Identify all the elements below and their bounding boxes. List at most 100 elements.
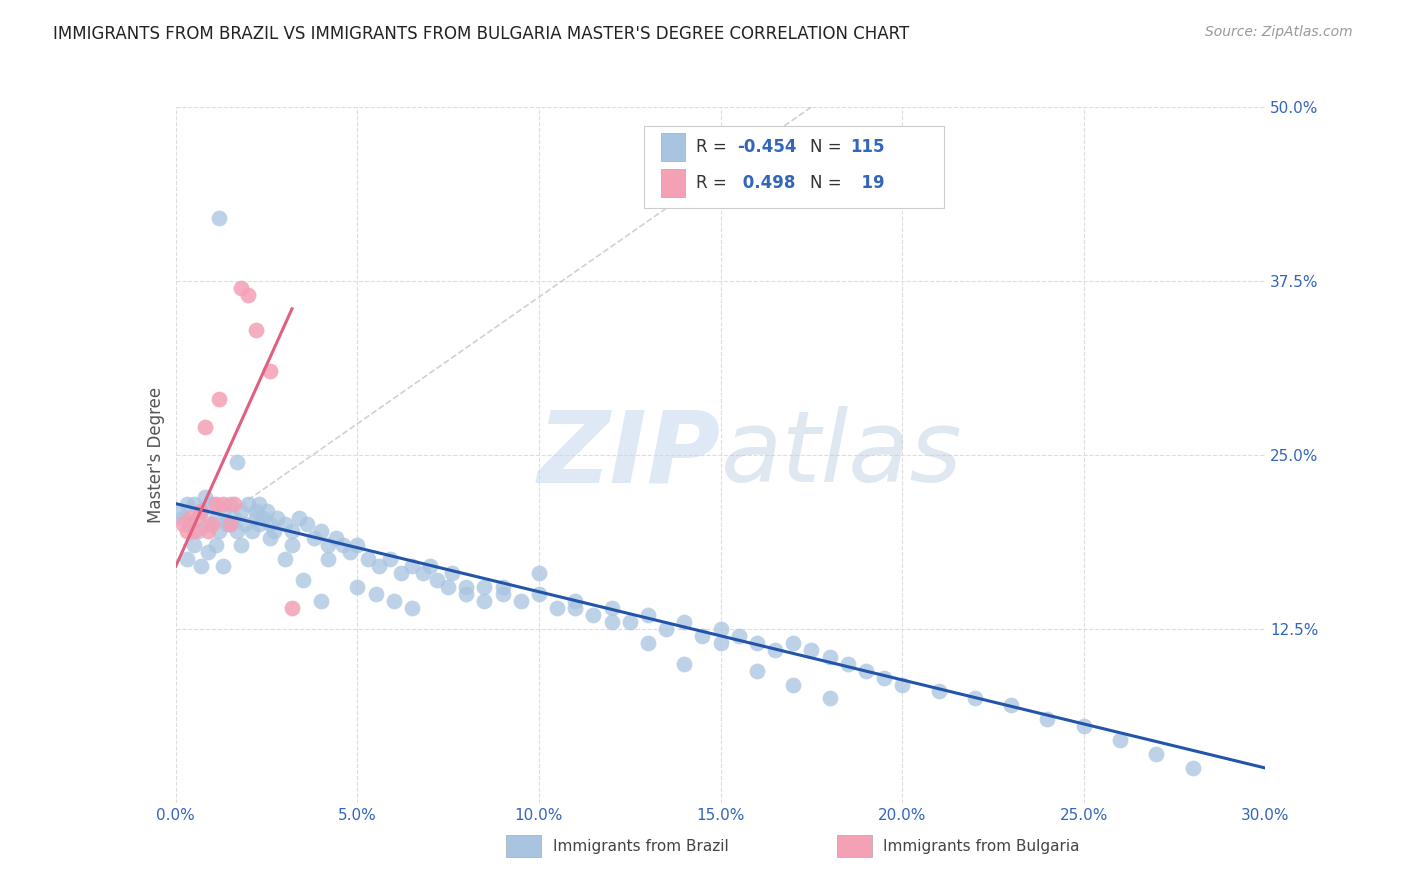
Point xyxy=(259,517,281,532)
Point xyxy=(208,211,231,226)
Point xyxy=(692,629,714,643)
Point xyxy=(346,580,368,594)
Text: ZIP: ZIP xyxy=(537,407,721,503)
Point xyxy=(226,524,249,539)
Point xyxy=(710,636,733,650)
Point xyxy=(763,642,786,657)
Point xyxy=(727,629,749,643)
Point xyxy=(928,684,950,698)
Point xyxy=(240,524,263,539)
Point xyxy=(295,517,318,532)
Bar xyxy=(661,169,685,197)
Point xyxy=(256,503,278,517)
Point xyxy=(226,455,249,469)
Point xyxy=(318,538,340,552)
Point xyxy=(302,532,325,546)
Point xyxy=(456,580,478,594)
Point xyxy=(564,594,586,608)
Point xyxy=(231,281,253,295)
Point xyxy=(564,601,586,615)
Point xyxy=(194,420,217,434)
Point xyxy=(456,587,478,601)
Point xyxy=(245,503,267,517)
Point xyxy=(1146,747,1168,761)
Point xyxy=(782,636,804,650)
Text: IMMIGRANTS FROM BRAZIL VS IMMIGRANTS FROM BULGARIA MASTER'S DEGREE CORRELATION C: IMMIGRANTS FROM BRAZIL VS IMMIGRANTS FRO… xyxy=(53,25,910,43)
Point xyxy=(325,532,347,546)
Point xyxy=(474,580,496,594)
Point xyxy=(332,538,354,552)
Point xyxy=(419,559,441,574)
Point xyxy=(401,601,423,615)
Point xyxy=(212,559,235,574)
Point xyxy=(527,587,550,601)
Point xyxy=(172,517,194,532)
Point xyxy=(800,642,823,657)
Text: 0.498: 0.498 xyxy=(737,174,796,192)
Point xyxy=(426,573,449,587)
Point xyxy=(204,497,226,511)
Text: Immigrants from Brazil: Immigrants from Brazil xyxy=(553,839,728,854)
Point xyxy=(412,566,434,581)
Point xyxy=(527,566,550,581)
Point xyxy=(222,510,245,524)
Point xyxy=(437,580,460,594)
Point xyxy=(197,524,219,539)
Point xyxy=(247,517,270,532)
Point xyxy=(245,510,267,524)
Point xyxy=(179,517,201,532)
Point xyxy=(873,671,896,685)
Point xyxy=(1036,712,1059,726)
Point xyxy=(401,559,423,574)
Point xyxy=(231,538,253,552)
Point xyxy=(252,510,274,524)
Point xyxy=(364,587,387,601)
Point xyxy=(309,524,332,539)
Point xyxy=(281,538,304,552)
Text: -0.454: -0.454 xyxy=(737,138,796,156)
Text: 115: 115 xyxy=(851,138,884,156)
Point xyxy=(474,594,496,608)
Point xyxy=(266,510,288,524)
Text: Source: ZipAtlas.com: Source: ZipAtlas.com xyxy=(1205,25,1353,39)
Point xyxy=(208,392,231,407)
Point xyxy=(346,538,368,552)
Point xyxy=(183,538,205,552)
Point xyxy=(782,677,804,691)
Point xyxy=(219,517,242,532)
Point xyxy=(357,552,380,566)
Point xyxy=(339,545,361,559)
Point xyxy=(190,503,212,517)
Point xyxy=(197,545,219,559)
Point xyxy=(855,664,877,678)
Point xyxy=(1109,733,1132,747)
Point xyxy=(208,524,231,539)
Point xyxy=(219,517,242,532)
Point xyxy=(172,510,194,524)
Point xyxy=(492,587,515,601)
Point xyxy=(176,497,198,511)
Point xyxy=(183,524,205,539)
Y-axis label: Master's Degree: Master's Degree xyxy=(146,387,165,523)
Point xyxy=(637,607,659,622)
Point xyxy=(1181,761,1204,775)
Point xyxy=(274,552,297,566)
Point xyxy=(637,636,659,650)
Point xyxy=(176,524,198,539)
Point xyxy=(309,594,332,608)
Point xyxy=(710,622,733,636)
Point xyxy=(201,517,224,532)
Point xyxy=(492,580,515,594)
Point xyxy=(183,497,205,511)
Text: R =: R = xyxy=(696,138,731,156)
Text: 19: 19 xyxy=(851,174,884,192)
Point xyxy=(291,573,314,587)
Point xyxy=(673,657,696,671)
Point xyxy=(745,636,768,650)
Point xyxy=(818,691,841,706)
Point xyxy=(382,594,405,608)
Point xyxy=(600,601,623,615)
Point xyxy=(546,601,568,615)
Point xyxy=(212,503,235,517)
Point xyxy=(190,503,212,517)
